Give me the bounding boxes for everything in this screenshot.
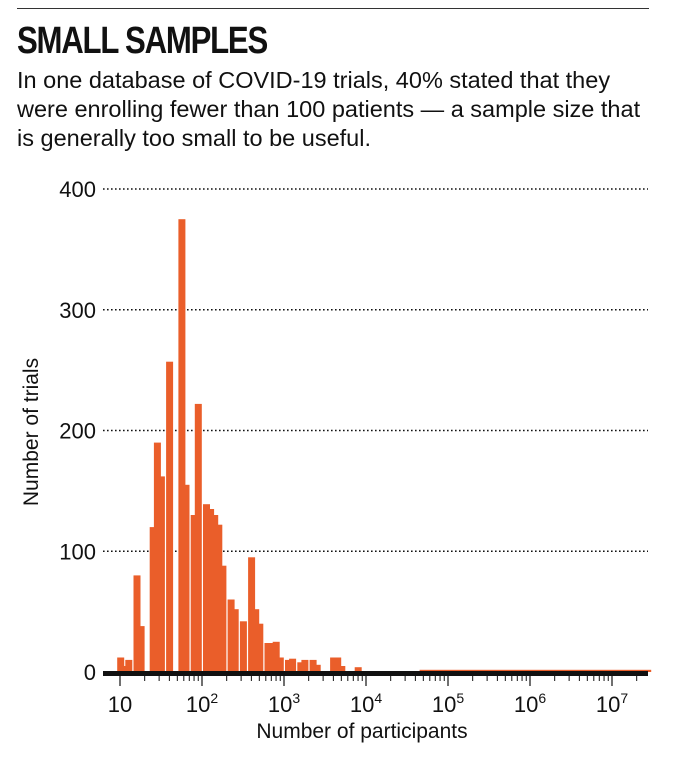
y-tick-label: 200 xyxy=(59,419,96,444)
x-axis-label: Number of participants xyxy=(256,720,467,743)
histogram-bar xyxy=(182,484,190,672)
histogram-bar xyxy=(231,609,239,672)
histogram-bar xyxy=(309,659,317,672)
x-tick-label: 104 xyxy=(350,690,382,717)
histogram-bar xyxy=(354,667,362,672)
histogram-bar xyxy=(133,575,141,672)
histogram-bar xyxy=(219,565,227,672)
histogram-bar xyxy=(125,659,133,672)
histogram-bar xyxy=(256,623,264,672)
x-axis: 10 102 103 104 105 106 107 xyxy=(103,671,648,717)
histogram-bar xyxy=(153,442,161,672)
histogram-bar xyxy=(207,509,215,672)
histogram-bar xyxy=(121,666,129,672)
y-tick-label: 100 xyxy=(59,539,96,564)
histogram-bar xyxy=(264,643,272,672)
histogram-bar xyxy=(248,557,256,672)
histogram-bar xyxy=(272,641,280,672)
histogram-bar xyxy=(215,524,223,672)
histogram-bar xyxy=(166,361,174,672)
histogram-bar xyxy=(211,515,219,672)
y-tick-label: 400 xyxy=(59,177,96,202)
y-axis-label: Number of trials xyxy=(20,358,43,506)
x-tick-label: 103 xyxy=(268,690,300,717)
y-tick-label: 300 xyxy=(59,298,96,323)
x-tick-label: 105 xyxy=(432,690,464,717)
histogram-bar xyxy=(137,626,145,672)
top-rule xyxy=(17,8,649,9)
histogram-bar xyxy=(297,662,305,672)
histogram-bar xyxy=(338,666,346,672)
histogram-bar xyxy=(289,658,297,672)
gridlines xyxy=(103,188,648,553)
histogram-bar xyxy=(239,621,247,672)
histogram-bar xyxy=(313,664,321,672)
histogram-tail-bars xyxy=(419,669,652,672)
chart-subtitle: In one database of COVID-19 trials, 40% … xyxy=(17,67,641,151)
histogram-bar xyxy=(301,659,309,672)
histogram-bar xyxy=(285,659,292,672)
x-tick-label: 106 xyxy=(514,690,546,717)
y-tick-label: 0 xyxy=(84,660,96,685)
y-tick-labels: 0 100 200 300 400 xyxy=(59,177,96,685)
histogram-bar xyxy=(190,515,198,672)
x-tick-label: 10 xyxy=(108,692,132,717)
x-tick-label: 102 xyxy=(186,690,218,717)
histogram-bar xyxy=(268,643,276,672)
histogram-bar xyxy=(227,599,235,672)
histogram-bar xyxy=(178,219,186,672)
chart-title: SMALL SAMPLES xyxy=(17,20,268,62)
x-tick-label: 107 xyxy=(596,690,628,717)
histogram-bar xyxy=(334,657,342,672)
histogram-bar xyxy=(117,657,125,672)
histogram-bar xyxy=(330,657,338,672)
histogram-bar xyxy=(194,403,202,672)
bars xyxy=(117,219,652,672)
histogram-bar xyxy=(276,657,284,672)
histogram-bar xyxy=(157,476,165,672)
histogram-bar xyxy=(252,609,260,672)
histogram-bar xyxy=(149,527,157,672)
histogram-bar xyxy=(203,504,210,672)
